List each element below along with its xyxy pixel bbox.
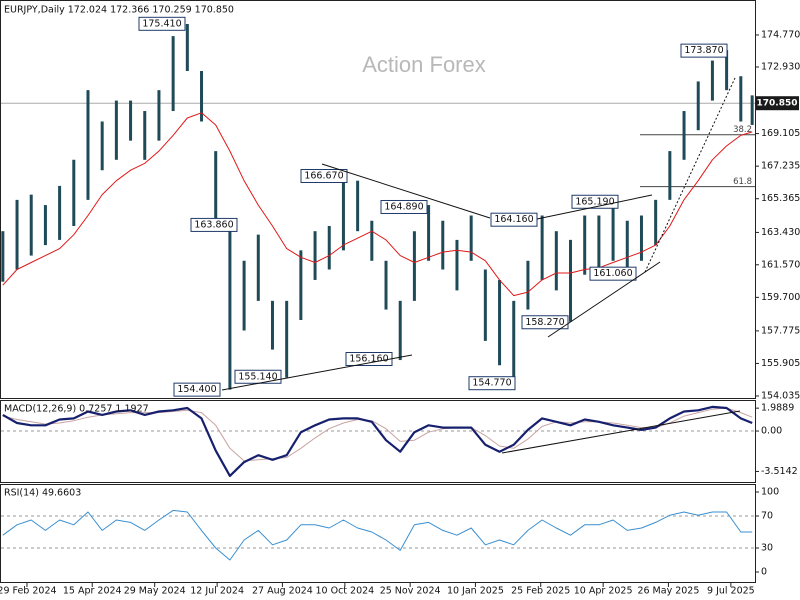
x-tick-label: 25 Feb 2025 [511,586,570,597]
rsi-title: RSI(14) 49.6603 [4,488,81,499]
y-tick-label: 161.570 [761,259,800,270]
rsi-pane [0,484,756,583]
indicator-line [2,405,753,477]
price-label: 163.860 [194,219,233,230]
last-price-label: 170.850 [757,99,798,109]
y-tick-label: 70 [761,511,773,522]
x-tick-label: 10 Oct 2024 [315,586,374,597]
y-tick-label: 154.035 [761,390,800,401]
macd-pane [0,400,756,483]
plot-layer: 29 Feb 2024 15 Apr 2024 29 May 2024 12 Jul … [0,16,800,597]
trend-line [547,261,661,338]
price-label: 166.670 [304,170,343,181]
x-tick-label: 29 Feb 2024 [0,586,57,597]
price-label: 164.890 [384,201,423,212]
y-tick-label: 157.775 [761,325,800,336]
y-tick-label: 174.770 [761,29,800,40]
fib-label: 38.2 [733,125,752,135]
y-tick-label: 0.00 [761,426,782,437]
y-tick-label: 159.700 [761,292,800,303]
y-tick-label: 165.365 [761,193,800,204]
y-tick-label: 163.430 [761,227,800,238]
price-label: 154.770 [472,378,511,389]
price-label: 165.190 [575,196,614,207]
x-tick-label: 26 May 2025 [637,586,699,597]
trend-lines [221,77,741,454]
watermark: Action Forex [362,52,486,77]
x-tick-label: 10 Jan 2025 [447,586,504,597]
price-label: 154.400 [177,384,216,395]
price-label-box [490,212,538,227]
x-tick-label: 15 Apr 2024 [63,586,122,597]
price-label: 161.060 [593,268,632,279]
y-tick-label: 0 [761,567,767,578]
trend-line [536,194,653,220]
price-label: 173.870 [684,45,723,56]
price-label: 156.160 [349,353,388,364]
x-tick-label: 25 Nov 2024 [380,586,441,597]
price-label-box [300,168,348,183]
trend-line [501,410,741,454]
price-label: 158.270 [525,317,564,328]
x-tick-label: 10 Apr 2025 [574,586,633,597]
indicator-line [2,509,753,561]
fib-label: 61.8 [733,177,752,187]
y-tick-label: 155.905 [761,358,800,369]
price-label-box [680,43,728,58]
trend-line [221,354,413,391]
price-pane [0,0,756,399]
y-tick-label: -3.5142 [761,466,798,477]
y-tick-label: 167.235 [761,161,800,172]
price-label-box [468,376,516,391]
price-label-box [138,16,186,31]
x-tick-label: 27 Aug 2024 [252,586,313,597]
price-label-box [173,382,221,397]
macd-title: MACD(12,26,9) 0.7257 1.1927 [4,404,149,415]
x-tick-label: 9 Jul 2025 [707,586,755,597]
price-title: EURJPY,Daily 172.024 172.366 170.259 170… [4,5,234,16]
y-tick-label: 100 [761,487,779,498]
price-label-box [521,315,569,330]
y-tick-label: 172.930 [761,61,800,72]
y-tick-label: 1.9889 [761,403,794,414]
y-tick-label: 30 [761,543,773,554]
last-price-box [756,96,799,111]
price-label-box [190,217,238,232]
price-label-box [589,266,637,281]
price-label: 175.410 [142,18,181,29]
price-label: 155.140 [238,371,277,382]
indicator-line [2,407,753,462]
x-tick-label: 29 May 2024 [124,586,186,597]
y-tick-label: 169.105 [761,128,800,139]
price-label-box [380,199,428,214]
trend-line [321,163,491,219]
moving-average [2,112,753,297]
price-label: 164.160 [494,214,533,225]
x-tick-label: 12 Jul 2024 [190,586,244,597]
